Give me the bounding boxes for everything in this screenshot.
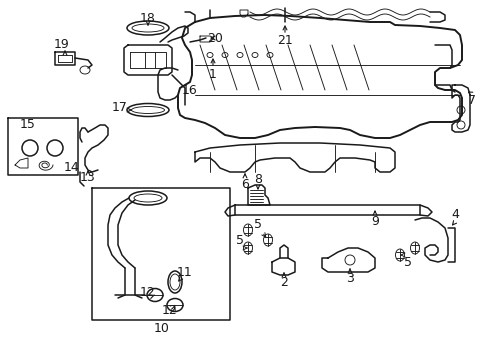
Text: 9: 9 [370, 216, 378, 229]
Text: 10: 10 [154, 321, 170, 334]
Text: 5: 5 [236, 234, 244, 247]
Text: 14: 14 [64, 162, 80, 175]
Text: 4: 4 [450, 208, 458, 221]
Text: 2: 2 [280, 275, 287, 288]
Text: 8: 8 [253, 174, 262, 186]
Text: 20: 20 [206, 31, 223, 45]
Text: 5: 5 [403, 256, 411, 269]
Text: 15: 15 [20, 118, 36, 131]
Text: 12: 12 [140, 285, 156, 298]
Text: 19: 19 [54, 39, 70, 51]
Text: 1: 1 [209, 68, 217, 81]
Text: 16: 16 [182, 84, 198, 96]
Text: 11: 11 [177, 265, 192, 279]
Text: 7: 7 [467, 94, 475, 107]
Text: 6: 6 [241, 179, 248, 192]
Text: 21: 21 [277, 33, 292, 46]
Text: 5: 5 [253, 219, 262, 231]
Text: 13: 13 [80, 171, 96, 184]
Text: 18: 18 [140, 12, 156, 24]
Text: 3: 3 [346, 271, 353, 284]
Text: 12: 12 [162, 303, 178, 316]
Text: 17: 17 [112, 102, 128, 114]
